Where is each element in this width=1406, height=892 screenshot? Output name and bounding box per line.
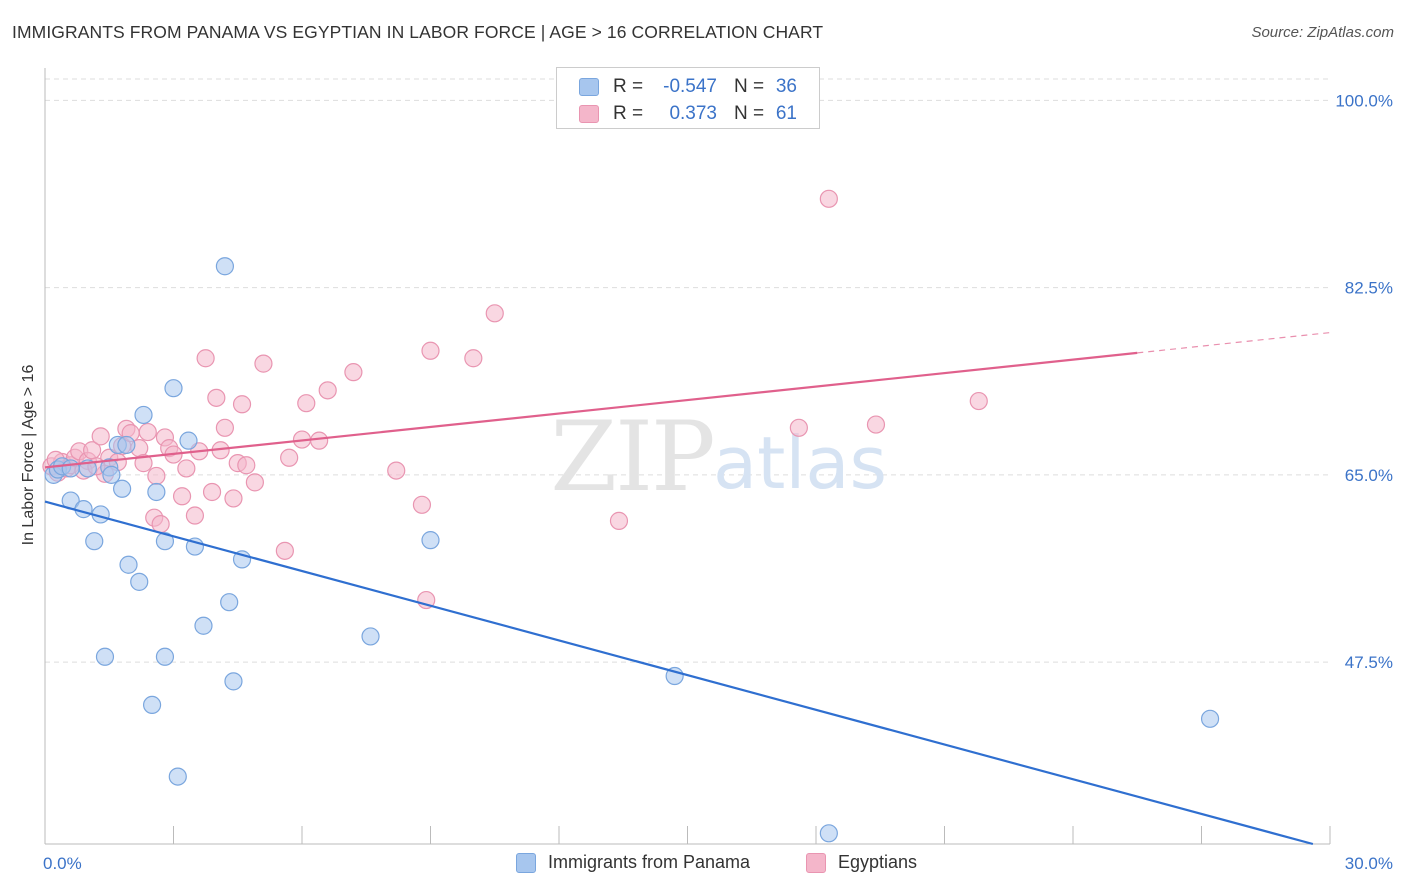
legend-n-label: N = <box>734 103 765 124</box>
legend-row-egyptians: R = 0.373 N = 61 <box>557 100 819 128</box>
point-egyptians <box>819 189 838 208</box>
axes-layer <box>44 68 1331 845</box>
point-panama <box>112 479 132 498</box>
legend-r-label: R = <box>613 103 644 124</box>
legend-label-panama: Immigrants from Panama <box>548 852 751 872</box>
point-egyptians <box>245 473 264 492</box>
points-layer <box>42 189 1220 843</box>
point-egyptians <box>237 456 256 475</box>
point-egyptians <box>412 495 432 514</box>
legend-n-label: N = <box>734 76 765 97</box>
point-panama <box>102 465 121 484</box>
watermark-zip: ZIP <box>550 401 713 513</box>
point-panama <box>95 647 115 666</box>
point-egyptians <box>91 427 110 446</box>
legend-swatch-egyptians <box>806 852 826 873</box>
point-panama <box>117 435 136 455</box>
point-egyptians <box>232 395 252 414</box>
point-egyptians <box>344 363 363 382</box>
point-egyptians <box>297 394 316 413</box>
legend-swatch-egyptians <box>579 105 599 123</box>
point-egyptians <box>196 349 215 368</box>
tick-labels-layer: 47.5% 65.0% 82.5% 100.0% 0.0% 30.0% <box>43 91 1393 873</box>
point-egyptians <box>464 349 483 368</box>
point-egyptians <box>485 304 504 323</box>
grid-layer <box>45 78 1330 663</box>
point-panama <box>85 532 104 551</box>
legend-r-value: -0.547 <box>663 76 717 97</box>
point-panama <box>119 555 138 574</box>
y-tick-label: 82.5% <box>1345 279 1393 298</box>
legend-n-value: 61 <box>775 103 797 124</box>
point-panama <box>164 379 183 398</box>
legend-n-value: 36 <box>775 76 797 97</box>
y-tick-label: 47.5% <box>1345 653 1393 672</box>
point-egyptians <box>172 487 192 506</box>
point-panama <box>179 431 198 450</box>
legend-label-egyptians: Egyptians <box>838 852 918 872</box>
point-egyptians <box>177 459 196 478</box>
trendline-panama <box>44 500 1314 846</box>
series-legend: Immigrants from Panama Egyptians <box>0 852 1406 878</box>
point-panama <box>421 531 440 550</box>
legend-r-value: 0.373 <box>669 103 717 124</box>
point-egyptians <box>789 418 808 437</box>
legend-swatch-panama <box>516 852 536 873</box>
point-panama <box>224 672 243 691</box>
source-label: Source: ZipAtlas.com <box>1251 24 1394 41</box>
x-tick-label: 0.0% <box>43 854 82 873</box>
legend-row-panama: R = -0.547 N = 36 <box>557 73 819 101</box>
point-panama <box>220 593 239 612</box>
point-panama <box>74 500 93 519</box>
point-egyptians <box>387 461 406 480</box>
point-egyptians <box>185 506 205 525</box>
chart-title: IMMIGRANTS FROM PANAMA VS EGYPTIAN IN LA… <box>12 22 824 42</box>
point-egyptians <box>609 511 629 530</box>
point-panama <box>142 695 162 715</box>
trendline-egyptians-extension <box>1137 331 1331 354</box>
point-egyptians <box>151 514 170 534</box>
point-panama <box>361 627 380 646</box>
point-egyptians <box>138 422 157 442</box>
point-egyptians <box>202 482 222 502</box>
trendline-egyptians <box>44 351 1138 469</box>
point-panama <box>155 647 175 666</box>
point-panama <box>130 572 149 591</box>
point-panama <box>215 257 234 276</box>
point-egyptians <box>134 454 153 473</box>
point-egyptians <box>310 431 329 450</box>
point-egyptians <box>224 489 243 508</box>
point-panama <box>147 482 166 502</box>
y-tick-label: 100.0% <box>1335 91 1393 110</box>
point-egyptians <box>318 381 337 400</box>
y-tick-label: 65.0% <box>1345 466 1393 485</box>
legend-item-panama[interactable]: Immigrants from Panama <box>516 852 750 873</box>
correlation-legend: R = -0.547 N = 36 R = 0.373 N = 61 <box>556 67 820 129</box>
point-egyptians <box>275 541 294 560</box>
legend-r-label: R = <box>613 76 644 97</box>
point-panama <box>194 616 213 635</box>
point-egyptians <box>254 354 273 373</box>
point-egyptians <box>280 448 299 467</box>
legend-swatch-panama <box>579 78 599 96</box>
point-panama <box>1200 709 1220 728</box>
point-egyptians <box>215 418 234 437</box>
point-egyptians <box>866 415 886 434</box>
trend-layer <box>44 331 1331 846</box>
point-egyptians <box>421 341 440 360</box>
watermark: ZIP atlas <box>550 401 887 513</box>
point-egyptians <box>147 466 166 486</box>
point-panama <box>168 767 187 786</box>
point-egyptians <box>969 391 988 411</box>
point-egyptians <box>207 388 226 407</box>
point-panama <box>155 532 175 551</box>
point-panama <box>134 405 153 425</box>
point-panama <box>61 459 80 478</box>
legend-item-egyptians[interactable]: Egyptians <box>806 852 917 873</box>
point-panama <box>819 824 838 843</box>
x-tick-label: 30.0% <box>1345 854 1393 873</box>
